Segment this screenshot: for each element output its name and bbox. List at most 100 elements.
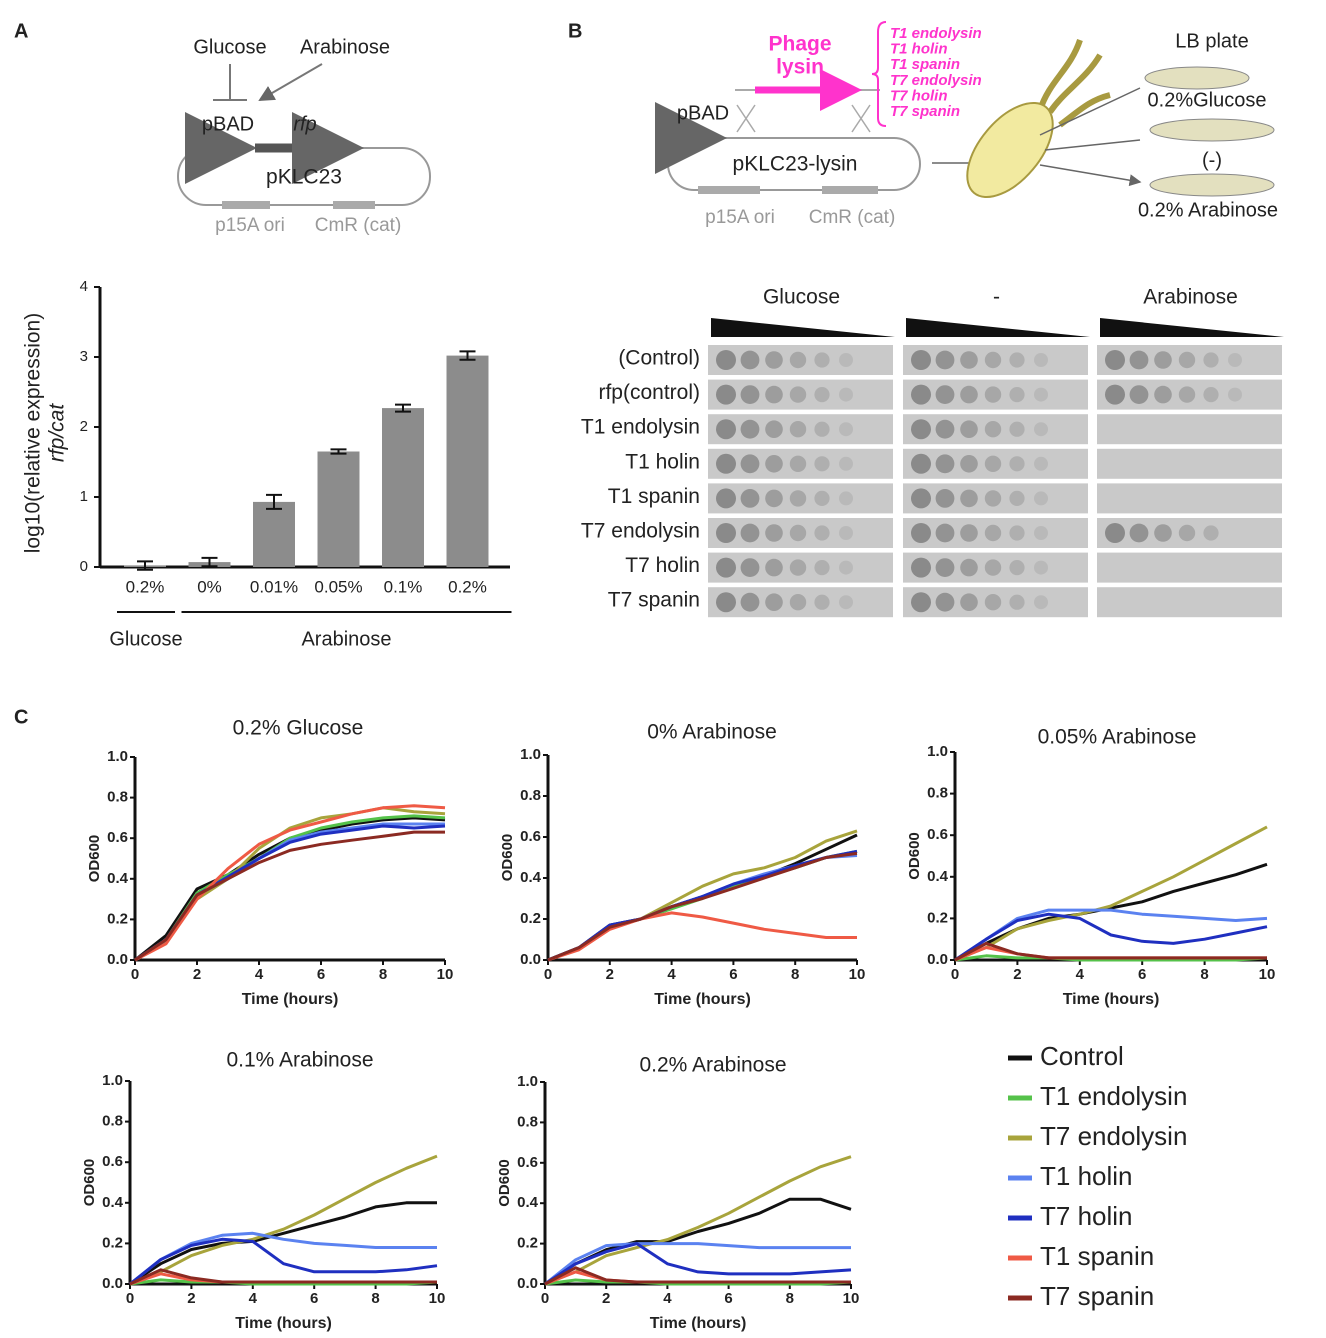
x-tick-label: 2 xyxy=(193,966,201,983)
spot xyxy=(789,559,807,576)
spot xyxy=(1178,524,1196,542)
y-tick-label: 0.0 xyxy=(517,1275,538,1292)
y-tick-label: 4 xyxy=(80,278,88,295)
group-label: Arabinose xyxy=(301,628,391,650)
spot xyxy=(839,491,853,506)
spot xyxy=(1203,525,1219,541)
spot xyxy=(935,489,955,508)
label: CmR (cat) xyxy=(315,215,402,236)
series-line xyxy=(954,825,1268,962)
row-label: T1 holin xyxy=(625,450,700,473)
y-tick-label: 1 xyxy=(80,488,88,505)
plate xyxy=(1149,173,1275,197)
spot xyxy=(984,386,1002,403)
series-line xyxy=(134,814,446,962)
x-tick-label: 0 xyxy=(131,966,139,983)
x-tick-label: 6 xyxy=(310,1290,318,1307)
spot xyxy=(1034,491,1048,506)
spot xyxy=(765,385,783,404)
spot-cell xyxy=(708,345,893,375)
spot xyxy=(789,490,807,507)
spot xyxy=(1105,523,1125,543)
arrow xyxy=(1039,87,1140,182)
spot xyxy=(814,594,830,610)
spot xyxy=(984,455,1002,472)
spot xyxy=(740,350,760,370)
x-tick-label: 10 xyxy=(429,1290,446,1307)
spot xyxy=(984,490,1002,507)
x-tick-label: 10 xyxy=(843,1290,860,1307)
spot xyxy=(814,421,830,437)
lysin-label: T7 spanin xyxy=(890,103,960,120)
y-tick-label: 1.0 xyxy=(927,743,948,760)
label: (-) xyxy=(1202,149,1222,171)
y-tick-label: 0.4 xyxy=(102,1194,124,1211)
x-tick-label: 0.01% xyxy=(250,577,298,596)
dilution-triangle xyxy=(711,318,895,337)
cell xyxy=(966,101,1054,199)
chart-title: 0.2% Glucose xyxy=(233,717,364,740)
series-line xyxy=(547,849,858,962)
spot xyxy=(1034,422,1048,437)
legend-label: T7 endolysin xyxy=(1040,1121,1187,1151)
label: rfp xyxy=(293,113,316,135)
spot xyxy=(1034,526,1048,540)
series-line xyxy=(544,1266,851,1286)
spot xyxy=(1009,387,1025,403)
spot xyxy=(716,419,736,440)
column-header: Arabinose xyxy=(1143,286,1238,309)
spot xyxy=(960,420,978,439)
x-tick-label: 4 xyxy=(1076,966,1085,983)
spot xyxy=(960,489,978,508)
spot xyxy=(1034,560,1048,575)
x-axis-label: Time (hours) xyxy=(242,991,339,1008)
spot xyxy=(1154,351,1172,369)
lysin-label: T1 spanin xyxy=(890,56,960,73)
spot xyxy=(1009,490,1025,506)
spot xyxy=(716,592,736,613)
spot xyxy=(1228,387,1242,402)
spot xyxy=(935,558,955,577)
label: Glucose xyxy=(193,36,266,58)
label: pBAD xyxy=(677,102,729,124)
spot xyxy=(911,523,931,543)
panel-label: C xyxy=(14,706,28,728)
y-tick-label: 0.4 xyxy=(107,870,129,887)
spot-cell xyxy=(903,483,1088,514)
x-tick-label: 0.2% xyxy=(126,577,165,596)
x-axis-label: Time (hours) xyxy=(235,1315,332,1332)
x-tick-label: 8 xyxy=(786,1290,794,1307)
row-label: T7 holin xyxy=(625,554,700,577)
spot xyxy=(765,489,783,508)
x-tick-label: 0 xyxy=(541,1290,549,1307)
series-line xyxy=(954,912,1268,962)
spot-cell xyxy=(1097,448,1282,479)
spot xyxy=(814,456,830,472)
series-line xyxy=(547,854,858,962)
x-tick-label: 4 xyxy=(667,966,676,983)
x-tick-label: 8 xyxy=(371,1290,379,1307)
spot xyxy=(1203,352,1219,368)
row-label: (Control) xyxy=(618,347,700,370)
spot xyxy=(935,523,955,543)
spot xyxy=(935,454,955,474)
spot xyxy=(716,523,736,543)
y-tick-label: 1.0 xyxy=(517,1073,538,1090)
spot xyxy=(839,595,853,610)
spot xyxy=(911,557,931,578)
x-axis-label: Time (hours) xyxy=(1063,991,1160,1008)
spot xyxy=(765,558,783,577)
series-line xyxy=(544,1242,851,1286)
spot xyxy=(1129,523,1149,543)
label: p15A ori xyxy=(705,207,775,228)
y-tick-label: 0.4 xyxy=(517,1194,539,1211)
error-bar xyxy=(459,350,476,361)
spot xyxy=(935,350,955,370)
x-tick-label: 4 xyxy=(663,1290,672,1307)
spot xyxy=(984,524,1002,542)
label: p15A ori xyxy=(215,215,285,236)
spot xyxy=(1154,524,1172,542)
y-axis-label: OD600 xyxy=(496,1159,513,1207)
y-tick-label: 0.6 xyxy=(102,1153,123,1170)
